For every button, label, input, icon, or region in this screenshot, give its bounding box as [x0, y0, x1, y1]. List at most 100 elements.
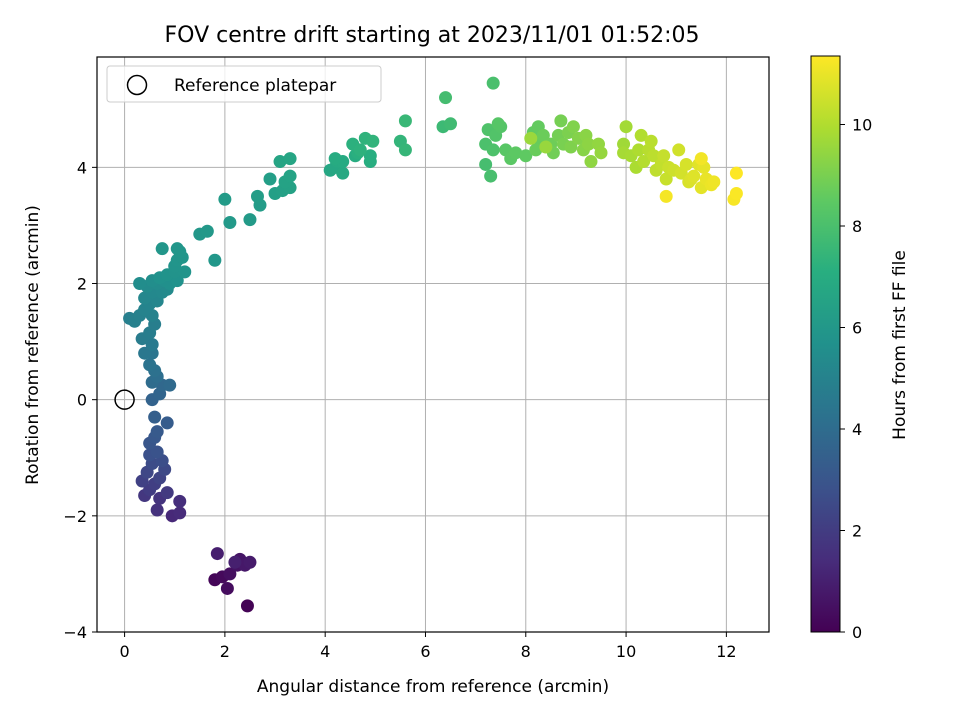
scatter-point — [584, 155, 598, 169]
scatter-point — [632, 143, 646, 157]
scatter-point — [133, 277, 147, 291]
colorbar-tick-label: 0 — [852, 623, 862, 642]
plot-frame — [96, 56, 770, 633]
scatter-point — [263, 172, 277, 186]
colorbar-tick-label: 6 — [852, 319, 862, 338]
y-tick-label: 2 — [77, 275, 87, 294]
x-tick-label: 0 — [119, 642, 129, 661]
scatter-point — [243, 555, 257, 569]
scatter-point — [200, 224, 214, 238]
scatter-point — [554, 114, 568, 128]
scatter-point — [178, 265, 192, 279]
scatter-point — [619, 120, 633, 134]
x-axis-label: Angular distance from reference (arcmin) — [257, 677, 609, 697]
y-tick-label: 4 — [77, 158, 87, 177]
scatter-point — [150, 445, 164, 459]
scatter-point — [223, 216, 237, 230]
scatter-point — [220, 581, 234, 595]
x-tick-label: 4 — [320, 642, 330, 661]
scatter-point — [644, 134, 658, 148]
scatter-point — [240, 599, 254, 613]
colorbar-tick-label: 4 — [852, 420, 862, 439]
scatter-point — [210, 547, 224, 561]
scatter-point — [594, 146, 608, 160]
legend-box — [106, 65, 382, 103]
x-tick-label: 2 — [220, 642, 230, 661]
scatter-point — [484, 169, 498, 183]
scatter-point — [672, 143, 686, 157]
scatter-point — [479, 157, 493, 171]
scatter-point — [283, 169, 297, 183]
colorbar-gradient — [810, 55, 841, 633]
scatter-point — [679, 157, 693, 171]
scatter-point — [536, 128, 550, 142]
legend-marker-icon — [126, 74, 148, 96]
legend: Reference platepar — [106, 65, 382, 103]
scatter-point — [336, 166, 350, 180]
colorbar-ticks: 0 2 4 6 8 10 — [840, 116, 872, 642]
chart-title: FOV centre drift starting at 2023/11/01 … — [165, 23, 700, 48]
scatter-point — [581, 137, 595, 151]
x-tick-label: 12 — [716, 642, 736, 661]
scatter-point — [138, 346, 152, 360]
scatter-point — [145, 338, 159, 351]
scatter-point — [250, 189, 264, 203]
scatter-point — [163, 378, 177, 392]
scatter-point — [729, 186, 743, 200]
scatter-point — [486, 143, 500, 157]
scatter-points — [123, 76, 743, 613]
y-tick-labels: −4 −2 0 2 4 — [63, 158, 87, 642]
scatter-point — [519, 149, 533, 163]
y-tick-label: 0 — [77, 391, 87, 410]
scatter-point — [143, 358, 157, 372]
scatter-point — [694, 152, 708, 166]
scatter-point — [173, 506, 187, 520]
scatter-point — [398, 114, 412, 128]
scatter-point — [243, 213, 257, 227]
x-tick-label: 8 — [521, 642, 531, 661]
x-tick-labels: 0 2 4 6 8 10 12 — [119, 642, 736, 661]
scatter-point — [228, 555, 242, 569]
scatter-point — [173, 494, 187, 508]
scatter-point — [687, 169, 701, 183]
tick-marks — [92, 166, 727, 637]
scatter-point — [439, 91, 453, 105]
scatter-point — [155, 242, 169, 256]
scatter-point — [491, 117, 505, 131]
scatter-point — [657, 149, 671, 163]
scatter-point — [150, 503, 164, 517]
scatter-point — [509, 146, 523, 160]
scatter-point — [539, 140, 553, 154]
y-tick-label: −2 — [63, 507, 87, 526]
scatter-point — [529, 143, 543, 157]
scatter-point — [486, 76, 500, 90]
scatter-point — [328, 152, 342, 166]
scatter-point — [564, 140, 578, 154]
colorbar-tick-label: 2 — [852, 522, 862, 541]
scatter-point — [647, 149, 661, 163]
colorbar-tick-label: 10 — [852, 116, 872, 135]
reference-platepar-marker — [114, 389, 135, 410]
scatter-point — [223, 567, 237, 581]
colorbar: 0 2 4 6 8 10 Hours from first FF file — [810, 55, 910, 642]
scatter-point — [208, 253, 222, 267]
scatter-point — [659, 189, 673, 203]
scatter-point — [363, 149, 377, 163]
x-tick-label: 10 — [616, 642, 636, 661]
scatter-point — [707, 175, 721, 189]
scatter-point — [634, 128, 648, 142]
grid-lines — [97, 57, 769, 633]
scatter-point — [729, 166, 743, 180]
scatter-point — [444, 117, 458, 131]
scatter-point — [150, 425, 164, 439]
colorbar-label: Hours from first FF file — [890, 250, 910, 440]
scatter-point — [566, 120, 580, 134]
y-tick-label: −4 — [63, 623, 87, 642]
scatter-point — [148, 410, 162, 424]
y-axis-label: Rotation from reference (arcmin) — [23, 205, 43, 485]
scatter-point — [160, 486, 174, 500]
scatter-point — [273, 155, 287, 169]
scatter-point — [353, 143, 367, 157]
scatter-point — [659, 172, 673, 186]
